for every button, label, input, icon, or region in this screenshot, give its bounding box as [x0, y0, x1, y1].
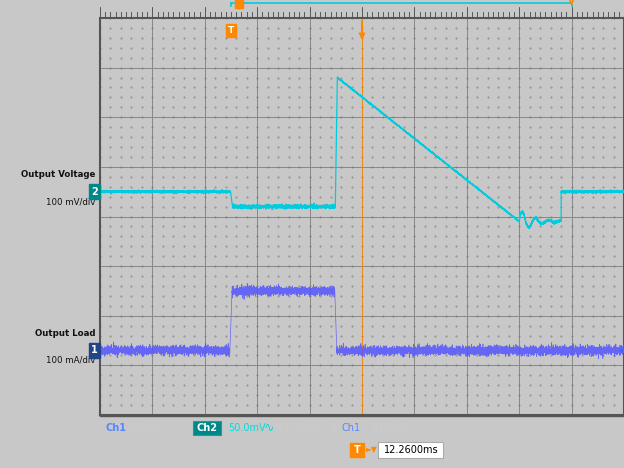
- Text: T: T: [228, 26, 234, 35]
- Text: A: A: [330, 423, 336, 433]
- Text: ♯: ♯: [362, 423, 367, 433]
- Bar: [378, 442, 443, 458]
- Text: 100 mA/div: 100 mA/div: [46, 356, 95, 365]
- Bar: [193, 421, 221, 435]
- Text: 12.2600ms: 12.2600ms: [384, 445, 438, 455]
- Text: 2: 2: [91, 187, 98, 197]
- Text: Ch1: Ch1: [342, 423, 361, 433]
- Text: Output Voltage: Output Voltage: [21, 170, 95, 179]
- Text: 100 mV/div: 100 mV/div: [46, 197, 95, 206]
- Text: Ch2: Ch2: [197, 423, 218, 433]
- Text: ►▼: ►▼: [366, 446, 378, 454]
- Text: 54.0mV: 54.0mV: [371, 423, 409, 433]
- Text: 100mV: 100mV: [128, 423, 162, 433]
- Text: T: T: [354, 445, 361, 455]
- Text: Output Load: Output Load: [34, 329, 95, 337]
- Text: ∿: ∿: [264, 422, 275, 434]
- Text: T: T: [236, 0, 242, 7]
- Text: M4.00ms: M4.00ms: [275, 423, 319, 433]
- Text: 50.0mV: 50.0mV: [228, 423, 266, 433]
- Bar: [350, 443, 364, 457]
- Text: Ch1: Ch1: [105, 423, 126, 433]
- Text: 1: 1: [91, 345, 98, 356]
